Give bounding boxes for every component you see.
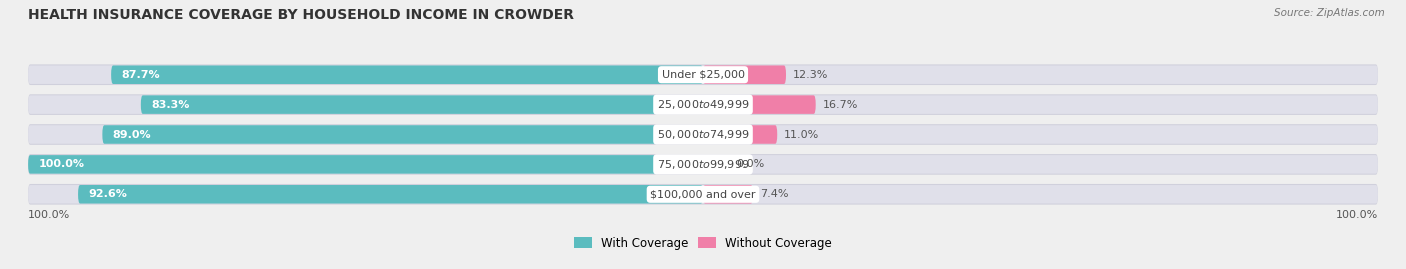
Legend: With Coverage, Without Coverage: With Coverage, Without Coverage <box>569 232 837 254</box>
Text: $75,000 to $99,999: $75,000 to $99,999 <box>657 158 749 171</box>
FancyBboxPatch shape <box>28 185 1378 204</box>
FancyBboxPatch shape <box>28 64 1378 85</box>
FancyBboxPatch shape <box>703 65 786 84</box>
FancyBboxPatch shape <box>28 124 1378 145</box>
Text: 0.0%: 0.0% <box>737 160 765 169</box>
FancyBboxPatch shape <box>28 155 1378 174</box>
FancyBboxPatch shape <box>28 95 1378 114</box>
FancyBboxPatch shape <box>111 65 703 84</box>
FancyBboxPatch shape <box>79 185 703 204</box>
FancyBboxPatch shape <box>703 95 815 114</box>
Text: $100,000 and over: $100,000 and over <box>650 189 756 199</box>
Text: $50,000 to $74,999: $50,000 to $74,999 <box>657 128 749 141</box>
Text: 7.4%: 7.4% <box>759 189 789 199</box>
Text: Source: ZipAtlas.com: Source: ZipAtlas.com <box>1274 8 1385 18</box>
FancyBboxPatch shape <box>28 155 703 174</box>
Text: 16.7%: 16.7% <box>823 100 858 109</box>
FancyBboxPatch shape <box>28 65 1378 84</box>
FancyBboxPatch shape <box>703 185 754 204</box>
FancyBboxPatch shape <box>28 94 1378 115</box>
Text: 87.7%: 87.7% <box>121 70 160 80</box>
Text: Under $25,000: Under $25,000 <box>661 70 745 80</box>
FancyBboxPatch shape <box>141 95 703 114</box>
Text: 100.0%: 100.0% <box>1336 210 1378 220</box>
FancyBboxPatch shape <box>703 155 730 174</box>
Text: $25,000 to $49,999: $25,000 to $49,999 <box>657 98 749 111</box>
FancyBboxPatch shape <box>28 154 1378 175</box>
Text: 89.0%: 89.0% <box>112 129 150 140</box>
Text: HEALTH INSURANCE COVERAGE BY HOUSEHOLD INCOME IN CROWDER: HEALTH INSURANCE COVERAGE BY HOUSEHOLD I… <box>28 8 574 22</box>
FancyBboxPatch shape <box>28 125 1378 144</box>
Text: 100.0%: 100.0% <box>38 160 84 169</box>
FancyBboxPatch shape <box>28 184 1378 205</box>
FancyBboxPatch shape <box>103 125 703 144</box>
Text: 100.0%: 100.0% <box>28 210 70 220</box>
Text: 92.6%: 92.6% <box>89 189 127 199</box>
FancyBboxPatch shape <box>703 125 778 144</box>
Text: 83.3%: 83.3% <box>150 100 190 109</box>
Text: 12.3%: 12.3% <box>793 70 828 80</box>
Text: 11.0%: 11.0% <box>785 129 820 140</box>
